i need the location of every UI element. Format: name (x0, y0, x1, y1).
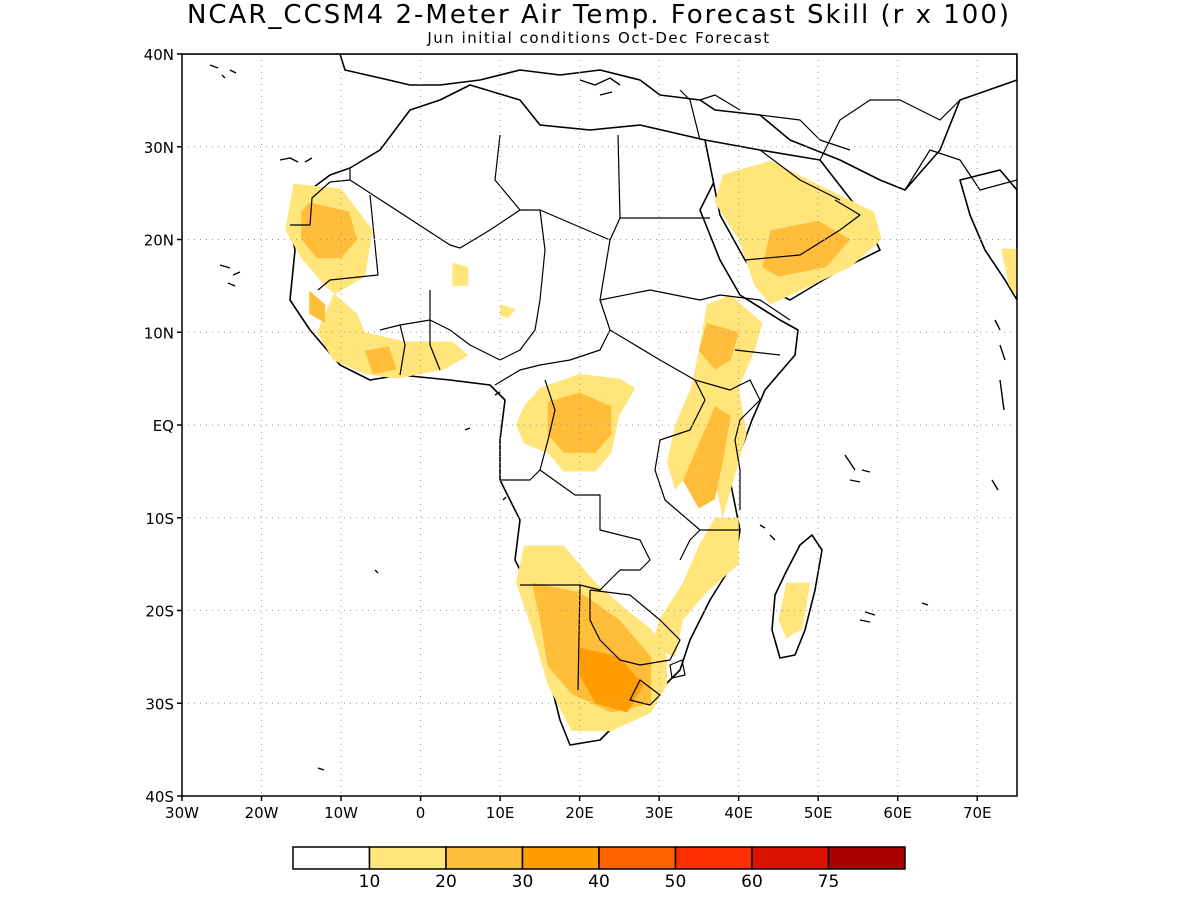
colorbar-swatch (292, 846, 371, 870)
colorbar-swatch (598, 846, 677, 870)
skill-shading (285, 160, 1017, 732)
lon-tick-label: 70E (963, 804, 992, 822)
colorbar-label: 50 (665, 872, 687, 892)
colorbar-label: 60 (741, 872, 763, 892)
skill-region-kenya-tanzania (683, 406, 731, 509)
lon-tick-label: 40E (724, 804, 753, 822)
india (959, 169, 1017, 301)
map-subtitle: Jun initial conditions Oct-Dec Forecast (426, 29, 770, 47)
colorbar-swatch (674, 846, 753, 870)
skill-region-congo-core (547, 392, 612, 453)
colorbar-legend: 10 20 30 40 50 60 75 (292, 846, 906, 892)
lon-tick-label: 20W (245, 804, 279, 822)
skill-region-mauritania-core (301, 202, 357, 259)
colorbar-label: 20 (435, 872, 457, 892)
lat-tick-label: EQ (153, 417, 174, 435)
colorbar-swatch (445, 846, 524, 870)
lat-tick-label: 30N (144, 139, 174, 157)
plot-area (182, 54, 1017, 796)
lat-tick-label: 20N (144, 232, 174, 250)
lon-tick-label: 30W (165, 804, 199, 822)
lon-tick-label: 30E (645, 804, 674, 822)
lat-tick-label: 20S (145, 603, 174, 621)
lat-tick-label: 40S (145, 788, 174, 806)
colorbar-label: 40 (588, 872, 610, 892)
lat-tick-label: 10S (145, 510, 174, 528)
lat-tick-label: 40N (144, 46, 174, 64)
longitude-axis: 30W 20W 10W 0 10E 20E 30E 40E 50E 60E 70E (165, 796, 992, 822)
skill-region-ethiopia-core (698, 323, 739, 370)
colorbar-label: 75 (818, 872, 840, 892)
colorbar-label: 30 (512, 872, 534, 892)
lon-tick-label: 10E (486, 804, 515, 822)
eurasia-north (182, 54, 1017, 191)
lon-tick-label: 60E (883, 804, 912, 822)
skill-region-mozambique (651, 517, 739, 657)
lon-tick-label: 50E (804, 804, 833, 822)
colorbar-swatch (751, 846, 830, 870)
lon-tick-label: 0 (416, 804, 426, 822)
skill-region-india-edge (1001, 248, 1017, 296)
lat-tick-label: 10N (144, 324, 174, 342)
islands (209, 64, 1006, 771)
lat-lon-grid (182, 54, 1017, 796)
latitude-axis: 40N 30N 20N 10N EQ 10S 20S 30S 40S (144, 46, 182, 806)
skill-region-nigeria-spot (500, 304, 516, 319)
colorbar-swatch (368, 846, 447, 870)
skill-region-senegal-coast (309, 290, 326, 323)
lat-tick-label: 30S (145, 695, 174, 713)
skill-region-arabia-core (762, 220, 850, 277)
skill-region-ivory-coast (364, 346, 397, 374)
skill-region-niger-spot (452, 262, 469, 286)
skill-region-south-africa-core (579, 647, 644, 713)
colorbar-label: 10 (359, 872, 381, 892)
map-title: NCAR_CCSM4 2-Meter Air Temp. Forecast Sk… (187, 0, 1011, 30)
country-borders (290, 89, 1017, 706)
colorbar-swatch (521, 846, 600, 870)
lon-tick-label: 20E (565, 804, 594, 822)
lon-tick-label: 10W (324, 804, 358, 822)
colorbar-swatch (827, 846, 906, 870)
